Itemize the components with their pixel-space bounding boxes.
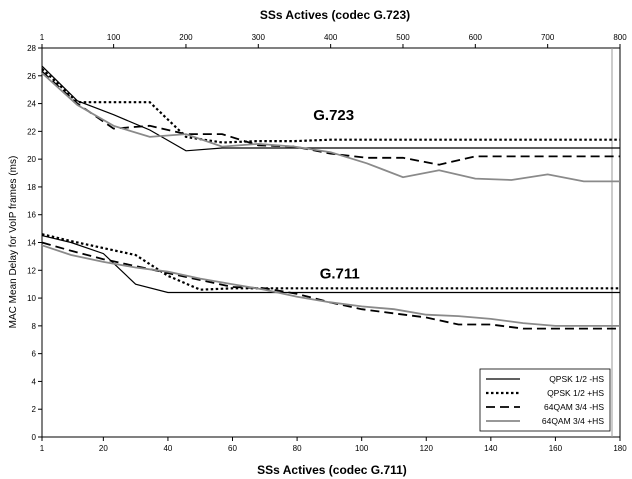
y-tick-label: 18: [27, 183, 36, 192]
y-tick-label: 22: [27, 127, 36, 136]
y-tick-label: 24: [27, 100, 36, 109]
y-tick-label: 0: [32, 433, 37, 442]
bottom-tick-label: 100: [355, 444, 369, 453]
bottom-tick-label: 140: [484, 444, 498, 453]
y-tick-label: 14: [27, 239, 36, 248]
series-g723-solid-line: [41, 65, 620, 152]
y-axis-title: MAC Mean Delay for VoIP frames (ms): [8, 156, 19, 329]
top-tick-label: 500: [396, 33, 410, 42]
legend-label: QPSK 1/2 +HS: [547, 388, 604, 398]
annotation-label: G.711: [320, 266, 360, 283]
annotation-layer: G.723 G.711: [313, 107, 360, 282]
y-tick-label: 26: [27, 72, 36, 81]
y-tick-label: 28: [27, 44, 36, 53]
bottom-tick-label: 20: [99, 444, 108, 453]
y-tick-label: 20: [27, 155, 36, 164]
top-tick-label: 1: [40, 33, 45, 42]
bottom-tick-label: 40: [163, 444, 172, 453]
y-tick-label: 12: [27, 266, 36, 275]
y-tick-label: 2: [32, 405, 37, 414]
y-tick-label: 10: [27, 294, 36, 303]
bottom-axis-title: SSs Actives (codec G.711): [257, 463, 407, 477]
series-g711-gray-line: [41, 244, 620, 327]
top-tick-label: 400: [324, 33, 338, 42]
legend: QPSK 1/2 -HS QPSK 1/2 +HS 64QAM 3/4 -HS 64Q…: [479, 368, 611, 432]
y-tick-label: 4: [32, 377, 37, 386]
bottom-tick-label: 60: [228, 444, 237, 453]
bottom-tick-label: 160: [549, 444, 563, 453]
top-tick-label: 300: [252, 33, 266, 42]
series-g723-gray-line: [41, 72, 620, 183]
plot-frame: [41, 47, 621, 438]
y-tick-label: 16: [27, 211, 36, 220]
annotation-label: G.723: [313, 107, 354, 124]
top-tick-label: 700: [541, 33, 555, 42]
top-tick-label: 800: [613, 33, 627, 42]
bottom-tick-label: 1: [40, 444, 45, 453]
series-g723-dashed-line: [41, 70, 620, 166]
series-layer: [41, 65, 620, 330]
series-g711-solid-line: [41, 235, 620, 294]
legend-label: 64QAM 3/4 -HS: [544, 402, 604, 412]
bottom-tick-label: 120: [420, 444, 434, 453]
bottom-tick-label: 80: [293, 444, 302, 453]
y-tick-label: 6: [32, 350, 37, 359]
top-tick-label: 100: [107, 33, 121, 42]
series-g723-dotted-line: [41, 67, 620, 144]
series-g711-dotted-line: [41, 233, 620, 291]
top-axis-title: SSs Actives (codec G.723): [260, 8, 410, 22]
y-tick-label: 8: [32, 322, 37, 331]
legend-label: 64QAM 3/4 +HS: [542, 416, 604, 426]
top-tick-label: 600: [469, 33, 483, 42]
legend-label: QPSK 1/2 -HS: [549, 374, 604, 384]
bottom-tick-label: 180: [613, 444, 627, 453]
top-tick-label: 200: [179, 33, 193, 42]
